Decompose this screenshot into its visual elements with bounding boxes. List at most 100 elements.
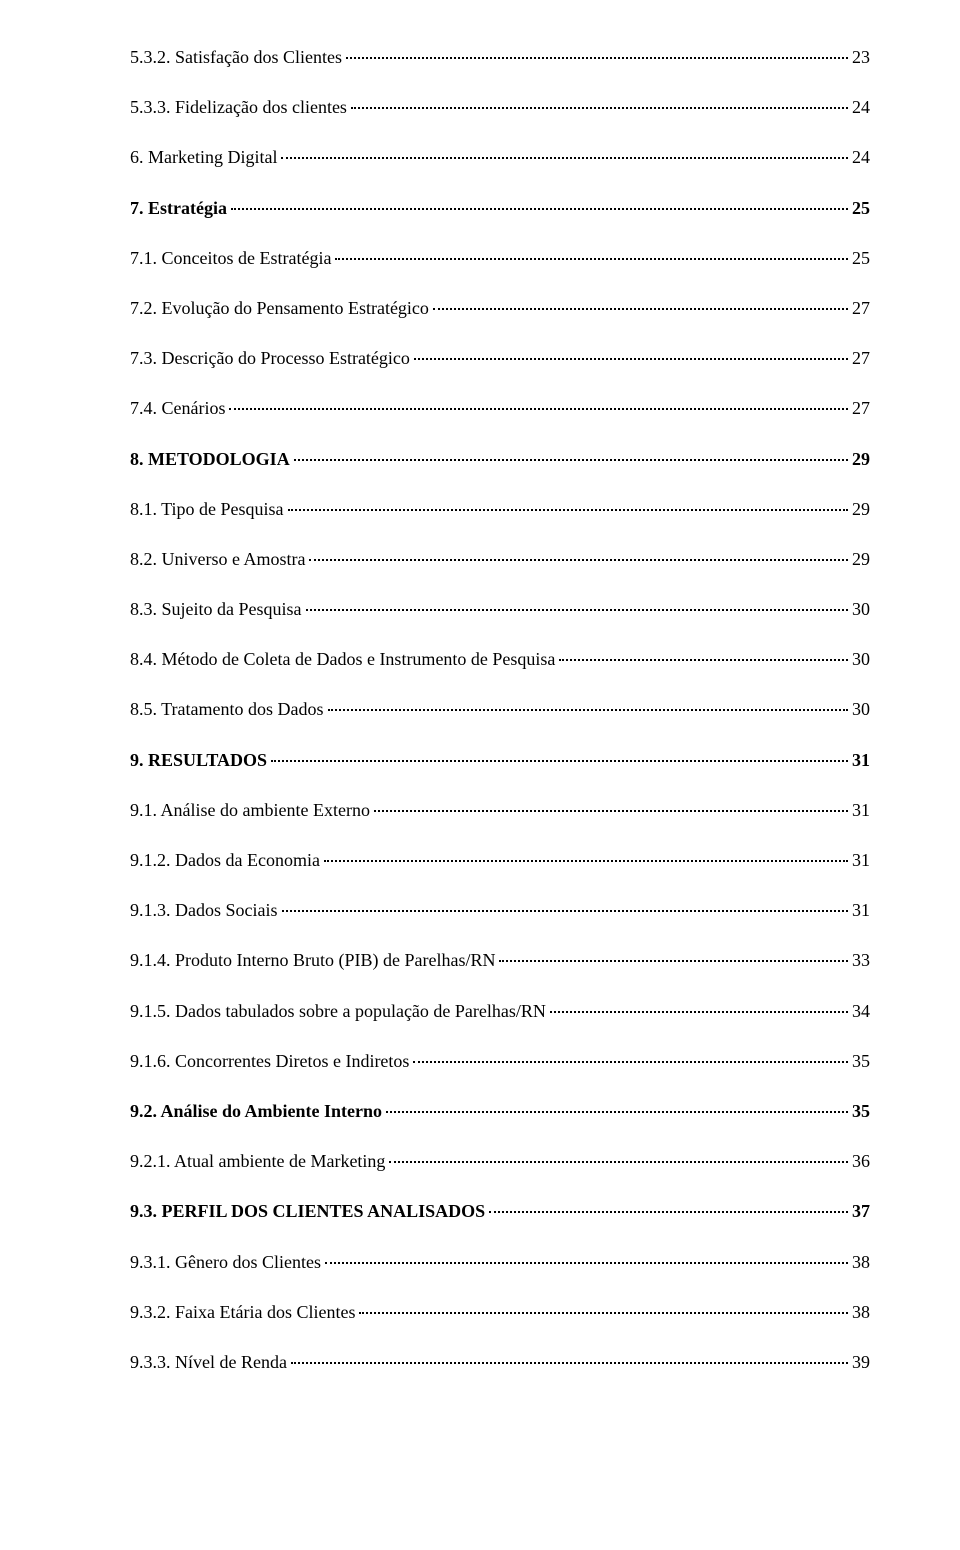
toc-leader-dots [335,258,848,260]
toc-leader-dots [282,910,849,912]
toc-entry-label: 7.3. Descrição do Processo Estratégico [130,346,410,371]
toc-entry-label: 9.1.2. Dados da Economia [130,848,320,873]
toc-entry-label: 9.1.6. Concorrentes Diretos e Indiretos [130,1049,409,1074]
toc-leader-dots [324,860,848,862]
table-of-contents: 5.3.2. Satisfação dos Clientes23 5.3.3. F… [130,45,870,1375]
toc-entry-label: 9.3.2. Faixa Etária dos Clientes [130,1300,355,1325]
toc-leader-dots [291,1362,848,1364]
toc-entry-label: 7.4. Cenários [130,396,225,421]
toc-leader-dots [325,1262,848,1264]
toc-entry: 7.3. Descrição do Processo Estratégico 27 [130,346,870,371]
toc-entry-page: 27 [852,396,870,421]
toc-entry: 7. Estratégia 25 [130,196,870,221]
toc-leader-dots [386,1111,848,1113]
toc-entry: 9.3.1. Gênero dos Clientes38 [130,1250,870,1275]
toc-leader-dots [328,709,849,711]
toc-entry-page: 23 [852,45,870,70]
toc-leader-dots [281,157,848,159]
toc-entry: 6. Marketing Digital 24 [130,145,870,170]
toc-entry-page: 27 [852,346,870,371]
toc-entry: 9.1.3. Dados Sociais 31 [130,898,870,923]
toc-leader-dots [346,57,848,59]
toc-entry-page: 30 [852,597,870,622]
toc-entry-label: 9.1.3. Dados Sociais [130,898,278,923]
toc-entry-label: 6. Marketing Digital [130,145,277,170]
toc-entry-page: 35 [852,1099,870,1124]
toc-entry-page: 24 [852,95,870,120]
toc-entry-label: 8.2. Universo e Amostra [130,547,305,572]
toc-entry-page: 33 [852,948,870,973]
toc-entry: 9.2. Análise do Ambiente Interno 35 [130,1099,870,1124]
toc-leader-dots [231,208,848,210]
toc-leader-dots [559,659,848,661]
toc-leader-dots [351,107,848,109]
toc-entry-label: 9.2.1. Atual ambiente de Marketing [130,1149,385,1174]
toc-entry-page: 31 [852,848,870,873]
toc-entry-label: 9.1. Análise do ambiente Externo [130,798,370,823]
toc-entry-page: 37 [852,1199,870,1224]
toc-entry: 9.1.5. Dados tabulados sobre a população… [130,999,870,1024]
toc-entry-page: 27 [852,296,870,321]
toc-leader-dots [359,1312,848,1314]
toc-leader-dots [288,509,848,511]
toc-entry: 9.2.1. Atual ambiente de Marketing 36 [130,1149,870,1174]
toc-leader-dots [294,459,848,461]
toc-entry-label: 9.3.3. Nível de Renda [130,1350,287,1375]
toc-leader-dots [550,1011,848,1013]
toc-entry-page: 38 [852,1250,870,1275]
toc-entry-page: 31 [852,748,870,773]
toc-entry-label: 7.1. Conceitos de Estratégia [130,246,331,271]
toc-entry-page: 29 [852,497,870,522]
toc-entry-label: 8.4. Método de Coleta de Dados e Instrum… [130,647,555,672]
toc-entry: 9.3.3. Nível de Renda 39 [130,1350,870,1375]
toc-entry-label: 9.1.5. Dados tabulados sobre a população… [130,999,546,1024]
toc-leader-dots [271,760,848,762]
toc-entry-page: 30 [852,697,870,722]
toc-entry: 9.3. PERFIL DOS CLIENTES ANALISADOS 37 [130,1199,870,1224]
toc-entry-page: 39 [852,1350,870,1375]
toc-leader-dots [229,408,848,410]
toc-leader-dots [306,609,849,611]
toc-leader-dots [489,1211,848,1213]
toc-entry-label: 8. METODOLOGIA [130,447,290,472]
toc-entry-label: 9.2. Análise do Ambiente Interno [130,1099,382,1124]
toc-leader-dots [389,1161,848,1163]
toc-entry: 5.3.2. Satisfação dos Clientes23 [130,45,870,70]
toc-entry-page: 25 [852,246,870,271]
toc-entry: 8.3. Sujeito da Pesquisa30 [130,597,870,622]
toc-leader-dots [309,559,848,561]
toc-entry-page: 31 [852,798,870,823]
toc-entry-page: 36 [852,1149,870,1174]
toc-entry-label: 9.1.4. Produto Interno Bruto (PIB) de Pa… [130,948,495,973]
toc-entry-page: 24 [852,145,870,170]
toc-entry: 8.4. Método de Coleta de Dados e Instrum… [130,647,870,672]
toc-entry-label: 8.5. Tratamento dos Dados [130,697,324,722]
toc-entry-label: 7. Estratégia [130,196,227,221]
toc-entry-page: 29 [852,447,870,472]
toc-entry-page: 31 [852,898,870,923]
toc-entry-page: 25 [852,196,870,221]
toc-entry: 9.1. Análise do ambiente Externo 31 [130,798,870,823]
toc-leader-dots [433,308,848,310]
toc-entry-page: 29 [852,547,870,572]
toc-entry: 7.4. Cenários 27 [130,396,870,421]
toc-entry-label: 9. RESULTADOS [130,748,267,773]
toc-entry: 8. METODOLOGIA 29 [130,447,870,472]
toc-entry: 8.1. Tipo de Pesquisa 29 [130,497,870,522]
toc-entry-page: 30 [852,647,870,672]
toc-entry: 9.1.4. Produto Interno Bruto (PIB) de Pa… [130,948,870,973]
toc-entry-page: 38 [852,1300,870,1325]
toc-entry-label: 8.1. Tipo de Pesquisa [130,497,284,522]
toc-entry-page: 34 [852,999,870,1024]
toc-entry-label: 5.3.3. Fidelização dos clientes [130,95,347,120]
toc-entry-label: 9.3. PERFIL DOS CLIENTES ANALISADOS [130,1199,485,1224]
toc-entry-page: 35 [852,1049,870,1074]
toc-entry: 7.1. Conceitos de Estratégia 25 [130,246,870,271]
toc-leader-dots [499,960,848,962]
toc-entry: 9.1.6. Concorrentes Diretos e Indiretos 3… [130,1049,870,1074]
toc-entry: 8.5. Tratamento dos Dados 30 [130,697,870,722]
toc-leader-dots [374,810,848,812]
toc-entry-label: 7.2. Evolução do Pensamento Estratégico [130,296,429,321]
toc-entry: 9. RESULTADOS 31 [130,748,870,773]
toc-leader-dots [414,358,848,360]
